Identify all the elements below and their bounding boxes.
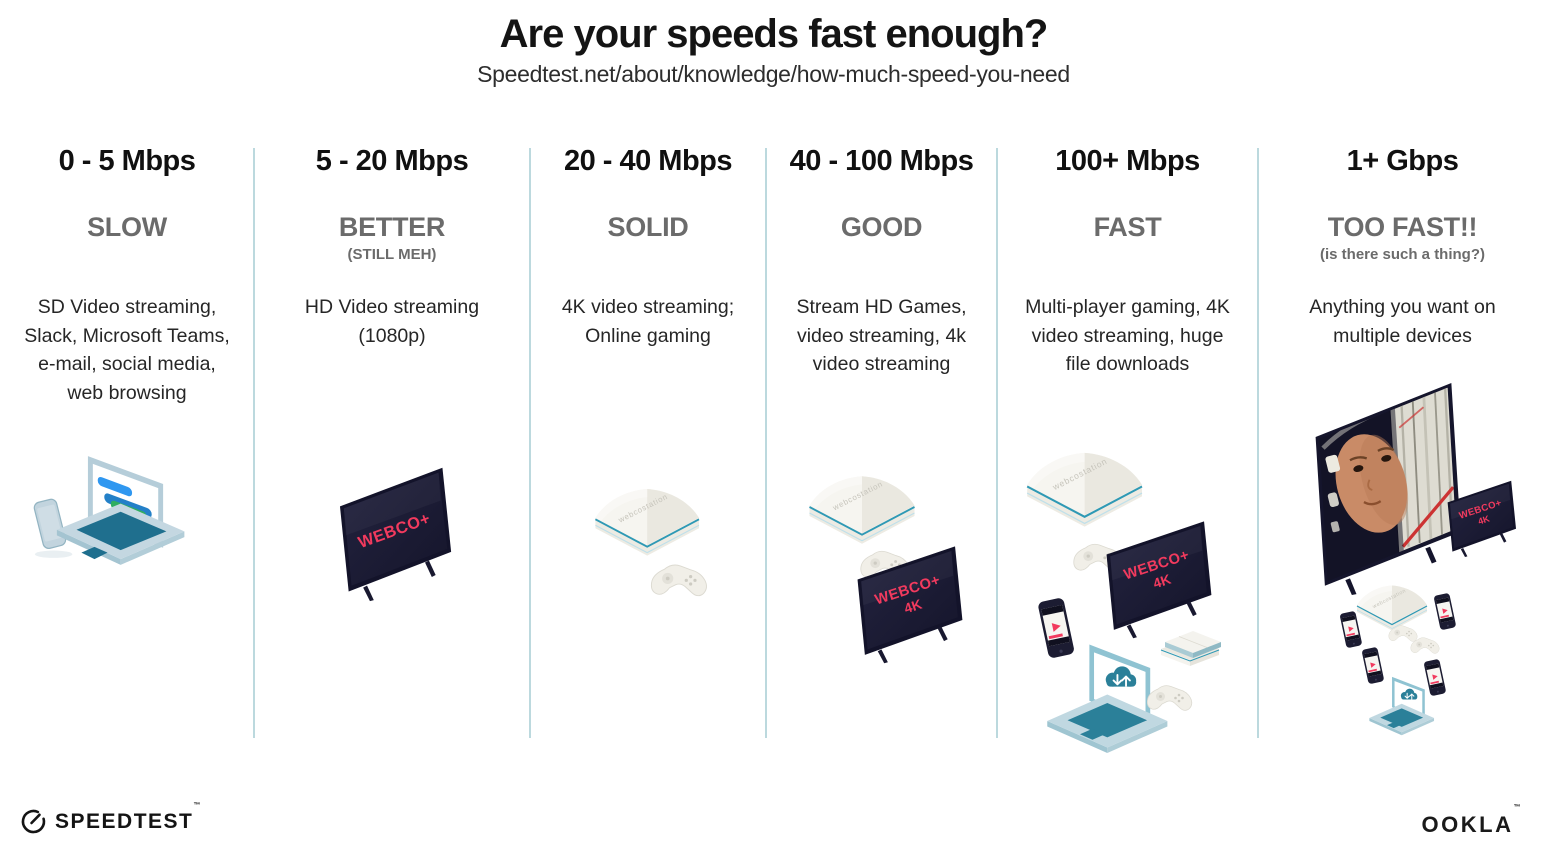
speed-range: 40 - 100 Mbps bbox=[789, 145, 974, 177]
multi-device-cluster-illustration bbox=[1026, 451, 1222, 754]
rating-note: (STILL MEH) bbox=[347, 246, 437, 263]
speed-range: 20 - 40 Mbps bbox=[563, 145, 733, 177]
column-divider bbox=[996, 148, 998, 738]
column-100-plus-mbps: 100+ Mbps FAST Multi-player gaming, 4K v… bbox=[997, 130, 1259, 790]
speed-range: 100+ Mbps bbox=[1055, 145, 1200, 177]
page-title: Are your speeds fast enough? bbox=[499, 12, 1049, 56]
column-1-plus-gbps: 1+ Gbps TOO FAST!! (is there such a thin… bbox=[1258, 130, 1547, 790]
rating-label: FAST bbox=[1093, 212, 1162, 242]
column-divider bbox=[765, 148, 767, 738]
column-divider bbox=[529, 148, 531, 738]
speed-range: 0 - 5 Mbps bbox=[58, 145, 196, 177]
column-5-20-mbps: 5 - 20 Mbps BETTER (STILL MEH) HD Video … bbox=[254, 130, 531, 790]
use-case-description: 4K video streaming; Online gaming bbox=[561, 296, 735, 347]
speedtest-gauge-icon bbox=[21, 809, 46, 834]
trademark-symbol: ™ bbox=[193, 801, 202, 809]
console-and-4k-tv-illustration bbox=[808, 475, 963, 664]
rating-label: SLOW bbox=[87, 212, 167, 242]
use-case-description: Stream HD Games, video streaming, 4k vid… bbox=[796, 296, 967, 375]
speedtest-logo: SPEEDTEST™ bbox=[20, 801, 202, 835]
use-case-description: SD Video streaming, Slack, Microsoft Tea… bbox=[24, 296, 230, 404]
column-divider bbox=[253, 148, 255, 738]
rating-label: SOLID bbox=[607, 212, 689, 242]
game-console-illustration bbox=[594, 488, 707, 597]
big-tv-many-devices-illustration bbox=[1292, 370, 1516, 736]
speed-columns: 0 - 5 Mbps SLOW SD Video streaming, Slac… bbox=[0, 130, 1547, 790]
use-case-description: HD Video streaming (1080p) bbox=[304, 296, 480, 347]
ookla-wordmark: OOKLA™ bbox=[1421, 804, 1523, 837]
use-case-description: Multi-player gaming, 4K video streaming,… bbox=[1025, 296, 1230, 375]
column-0-5-mbps: 0 - 5 Mbps SLOW SD Video streaming, Slac… bbox=[0, 130, 255, 790]
page-subtitle-url: Speedtest.net/about/knowledge/how-much-s… bbox=[477, 61, 1070, 87]
rating-label: GOOD bbox=[840, 212, 923, 242]
column-20-40-mbps: 20 - 40 Mbps SOLID 4K video streaming; O… bbox=[530, 130, 767, 790]
column-divider bbox=[1257, 148, 1259, 738]
trademark-symbol: ™ bbox=[1513, 804, 1523, 811]
hd-tv-illustration bbox=[339, 467, 452, 602]
rating-label: BETTER bbox=[338, 212, 446, 242]
rating-note: (is there such a thing?) bbox=[1319, 246, 1485, 263]
header: Are your speeds fast enough? Speedtest.n… bbox=[0, 0, 1547, 88]
speed-range: 5 - 20 Mbps bbox=[315, 145, 469, 177]
use-case-description: Anything you want on multiple devices bbox=[1309, 296, 1496, 347]
laptop-and-phone-illustration bbox=[32, 455, 185, 566]
speed-range: 1+ Gbps bbox=[1346, 145, 1459, 177]
rating-label: TOO FAST!! bbox=[1327, 212, 1478, 242]
ookla-logo: OOKLA™ bbox=[1421, 804, 1523, 838]
speedtest-wordmark: SPEEDTEST™ bbox=[55, 801, 202, 833]
column-40-100-mbps: 40 - 100 Mbps GOOD Stream HD Games, vide… bbox=[766, 130, 998, 790]
